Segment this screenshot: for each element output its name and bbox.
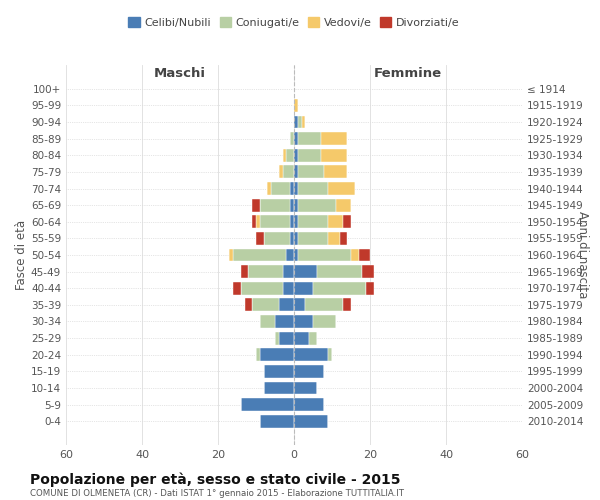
Bar [313, 282, 366, 294]
Bar [256, 232, 263, 245]
Bar [294, 265, 317, 278]
Bar [343, 298, 351, 312]
Bar [252, 298, 279, 312]
Bar [294, 132, 298, 145]
Bar [298, 116, 302, 128]
Bar [294, 315, 313, 328]
Bar [260, 415, 294, 428]
Bar [294, 232, 298, 245]
Bar [320, 149, 347, 162]
Bar [298, 198, 336, 211]
Bar [252, 216, 256, 228]
Text: Maschi: Maschi [154, 68, 206, 80]
Bar [260, 348, 294, 361]
Bar [294, 216, 298, 228]
Bar [279, 298, 294, 312]
Bar [294, 332, 309, 344]
Bar [283, 265, 294, 278]
Bar [305, 298, 343, 312]
Bar [283, 149, 286, 162]
Bar [294, 166, 298, 178]
Bar [328, 348, 332, 361]
Bar [294, 116, 298, 128]
Bar [229, 248, 233, 262]
Bar [362, 265, 374, 278]
Bar [328, 182, 355, 195]
Bar [256, 216, 260, 228]
Bar [317, 265, 362, 278]
Bar [294, 348, 328, 361]
Bar [320, 132, 347, 145]
Bar [233, 248, 286, 262]
Bar [340, 232, 347, 245]
Bar [248, 265, 283, 278]
Bar [286, 248, 294, 262]
Bar [298, 248, 351, 262]
Bar [290, 182, 294, 195]
Bar [309, 332, 317, 344]
Bar [290, 198, 294, 211]
Text: COMUNE DI OLMENETA (CR) - Dati ISTAT 1° gennaio 2015 - Elaborazione TUTTITALIA.I: COMUNE DI OLMENETA (CR) - Dati ISTAT 1° … [30, 489, 404, 498]
Bar [294, 99, 298, 112]
Bar [279, 166, 283, 178]
Bar [294, 149, 298, 162]
Bar [302, 116, 305, 128]
Bar [328, 232, 340, 245]
Bar [233, 282, 241, 294]
Bar [263, 232, 290, 245]
Bar [279, 332, 294, 344]
Bar [283, 282, 294, 294]
Bar [298, 149, 320, 162]
Y-axis label: Anni di nascita: Anni di nascita [576, 212, 589, 298]
Text: Femmine: Femmine [374, 68, 442, 80]
Bar [241, 398, 294, 411]
Bar [260, 198, 290, 211]
Bar [245, 298, 252, 312]
Bar [343, 216, 351, 228]
Bar [252, 198, 260, 211]
Bar [294, 382, 317, 394]
Bar [286, 149, 294, 162]
Bar [313, 315, 336, 328]
Bar [298, 216, 328, 228]
Bar [294, 248, 298, 262]
Legend: Celibi/Nubili, Coniugati/e, Vedovi/e, Divorziati/e: Celibi/Nubili, Coniugati/e, Vedovi/e, Di… [128, 18, 460, 28]
Bar [298, 182, 328, 195]
Bar [351, 248, 359, 262]
Bar [256, 348, 260, 361]
Bar [290, 216, 294, 228]
Bar [260, 216, 290, 228]
Bar [263, 382, 294, 394]
Y-axis label: Fasce di età: Fasce di età [15, 220, 28, 290]
Bar [241, 265, 248, 278]
Bar [298, 232, 328, 245]
Bar [298, 166, 325, 178]
Bar [336, 198, 351, 211]
Bar [325, 166, 347, 178]
Bar [294, 282, 313, 294]
Bar [263, 365, 294, 378]
Bar [294, 298, 305, 312]
Bar [359, 248, 370, 262]
Bar [294, 365, 325, 378]
Bar [328, 216, 343, 228]
Bar [260, 315, 275, 328]
Bar [366, 282, 374, 294]
Bar [290, 232, 294, 245]
Bar [298, 132, 320, 145]
Bar [294, 198, 298, 211]
Bar [294, 415, 328, 428]
Bar [268, 182, 271, 195]
Bar [294, 182, 298, 195]
Bar [241, 282, 283, 294]
Text: Popolazione per età, sesso e stato civile - 2015: Popolazione per età, sesso e stato civil… [30, 472, 401, 487]
Bar [290, 132, 294, 145]
Bar [275, 332, 279, 344]
Bar [271, 182, 290, 195]
Bar [294, 398, 325, 411]
Bar [275, 315, 294, 328]
Bar [283, 166, 294, 178]
